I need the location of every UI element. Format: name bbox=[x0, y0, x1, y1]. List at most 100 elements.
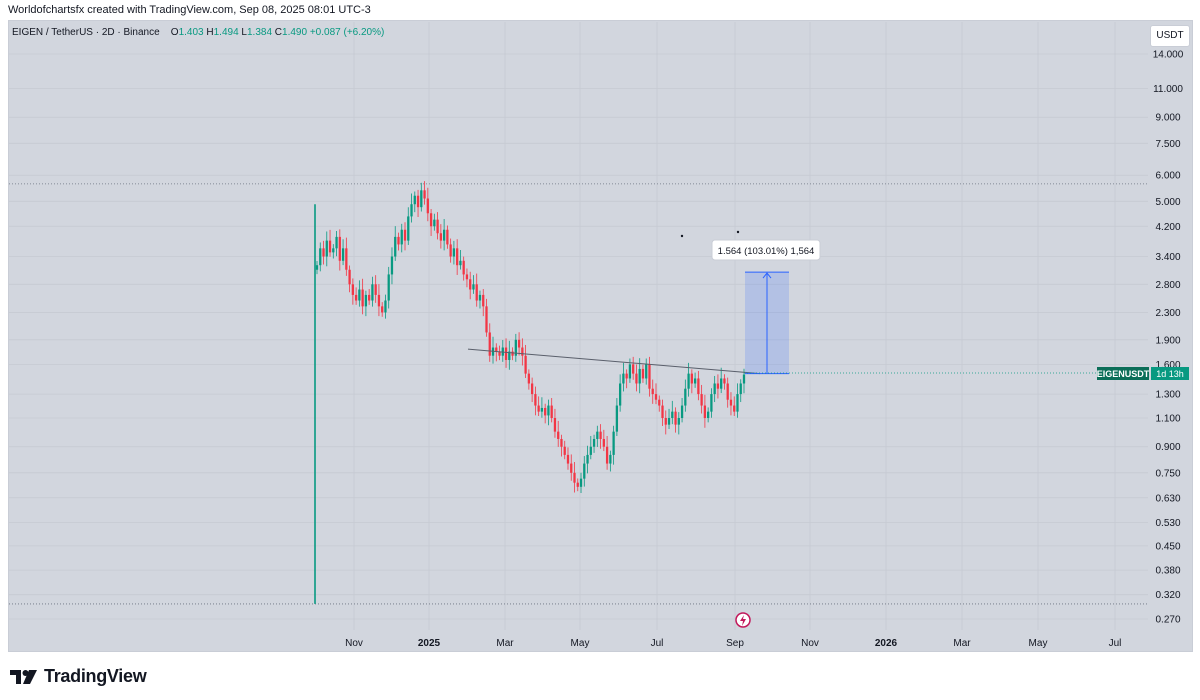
candle-body bbox=[618, 383, 622, 406]
y-tick-label: 0.450 bbox=[1155, 541, 1180, 552]
candle bbox=[495, 343, 498, 362]
candle bbox=[534, 386, 537, 416]
y-tick-label: 1.100 bbox=[1155, 414, 1180, 425]
candle-body bbox=[680, 405, 684, 419]
x-tick-label: Mar bbox=[953, 638, 971, 649]
chart-credit: Worldofchartsfx created with TradingView… bbox=[8, 4, 371, 16]
candle-body bbox=[700, 394, 703, 406]
candle bbox=[596, 425, 599, 447]
candle bbox=[368, 289, 371, 305]
candle bbox=[377, 284, 381, 317]
candle bbox=[661, 399, 664, 426]
candle bbox=[720, 367, 723, 394]
candle-body bbox=[504, 347, 508, 360]
y-tick-label: 14.000 bbox=[1153, 50, 1184, 61]
candle-body bbox=[583, 463, 586, 479]
candle bbox=[697, 370, 700, 401]
candle bbox=[394, 226, 397, 261]
candle bbox=[315, 260, 319, 275]
candle bbox=[726, 377, 729, 408]
y-tick-label: 0.270 bbox=[1155, 615, 1180, 626]
candle bbox=[573, 462, 576, 493]
candle-body bbox=[485, 306, 488, 333]
candle-body bbox=[416, 195, 420, 208]
candle bbox=[459, 250, 462, 270]
candle-body bbox=[693, 378, 697, 384]
chart-drawings bbox=[467, 230, 1097, 375]
candle bbox=[690, 369, 693, 394]
candle-body bbox=[573, 472, 576, 483]
candle-body bbox=[557, 431, 560, 439]
candle bbox=[452, 240, 456, 265]
candle-body bbox=[720, 378, 723, 389]
candle bbox=[410, 193, 413, 223]
y-tick-label: 3.400 bbox=[1155, 252, 1180, 263]
candle bbox=[400, 223, 403, 253]
candle-body bbox=[540, 407, 544, 412]
candle-body bbox=[537, 405, 540, 412]
candle bbox=[729, 392, 733, 416]
candle bbox=[560, 434, 563, 457]
lightning-event-icon[interactable] bbox=[735, 612, 751, 628]
candle bbox=[348, 265, 351, 293]
currency-button[interactable]: USDT bbox=[1150, 25, 1190, 47]
chart-pane[interactable] bbox=[8, 20, 1193, 652]
candle-body bbox=[368, 294, 371, 301]
candle-body bbox=[605, 446, 609, 464]
candle-body bbox=[628, 364, 632, 379]
candle-body bbox=[436, 219, 439, 234]
candle bbox=[514, 333, 517, 362]
candle bbox=[599, 424, 602, 449]
candle bbox=[384, 294, 387, 319]
y-tick-label: 0.320 bbox=[1155, 590, 1180, 601]
candle-body bbox=[560, 438, 563, 447]
candle-body bbox=[658, 399, 661, 406]
candle bbox=[622, 362, 625, 392]
candle bbox=[341, 239, 345, 266]
candle bbox=[322, 240, 325, 265]
candle-body bbox=[475, 284, 478, 301]
candle-body bbox=[687, 373, 690, 389]
candle-body bbox=[348, 269, 351, 285]
candle-body bbox=[341, 248, 345, 261]
candle bbox=[511, 347, 514, 361]
y-tick-label: 9.000 bbox=[1155, 113, 1180, 124]
candle bbox=[449, 238, 452, 263]
candle-body bbox=[703, 405, 707, 419]
candle bbox=[423, 181, 426, 205]
candle-body bbox=[736, 394, 739, 412]
candlestick-series bbox=[314, 181, 746, 604]
candle bbox=[687, 362, 690, 397]
candle-body bbox=[413, 195, 416, 205]
candle-body bbox=[351, 284, 354, 295]
candle bbox=[501, 340, 504, 362]
x-tick-label: 2026 bbox=[875, 638, 898, 649]
x-tick-label: May bbox=[571, 638, 590, 649]
candle bbox=[654, 383, 658, 405]
candle-body bbox=[547, 405, 550, 416]
candle-body bbox=[716, 383, 720, 389]
candle bbox=[557, 420, 560, 447]
candle bbox=[589, 435, 592, 460]
candle bbox=[433, 213, 436, 231]
candle bbox=[397, 232, 400, 251]
candle-body bbox=[478, 294, 482, 301]
candle bbox=[517, 332, 521, 356]
candle bbox=[335, 231, 338, 257]
candle bbox=[472, 275, 475, 294]
candle-body bbox=[429, 213, 433, 227]
candle-body bbox=[671, 411, 674, 419]
candle bbox=[736, 383, 739, 418]
candle-body bbox=[433, 219, 436, 227]
x-tick-label: Nov bbox=[801, 638, 819, 649]
candle-body bbox=[472, 284, 475, 290]
candle-body bbox=[553, 418, 557, 432]
y-tick-label: 11.000 bbox=[1153, 84, 1183, 95]
candle-body bbox=[514, 339, 517, 356]
candle-body bbox=[381, 306, 384, 313]
candle-body bbox=[517, 339, 521, 348]
low-value: 1.384 bbox=[246, 27, 273, 38]
candle-body bbox=[661, 405, 664, 419]
candle bbox=[625, 369, 628, 389]
